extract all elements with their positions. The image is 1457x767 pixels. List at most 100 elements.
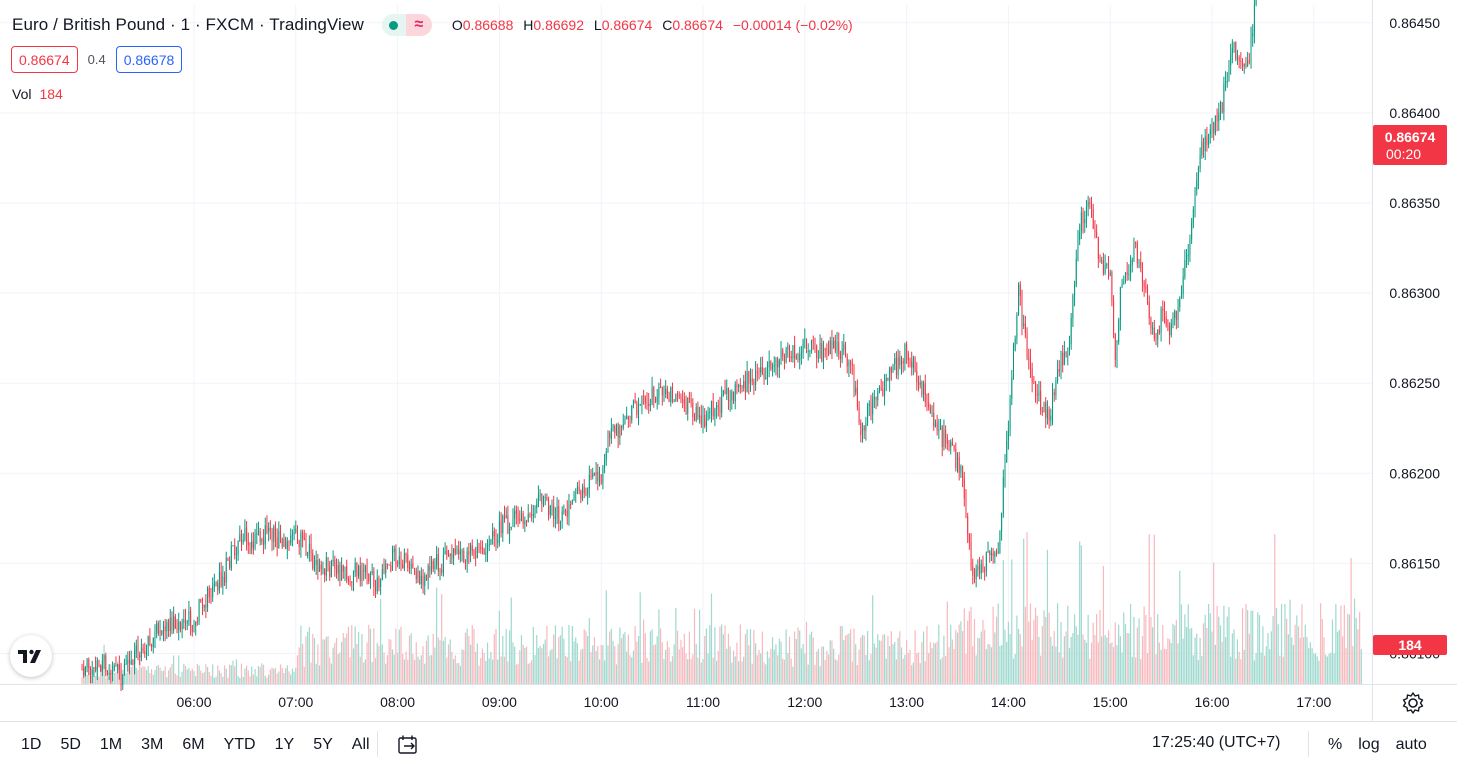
candle-body [1255, 0, 1257, 5]
candle-body [643, 395, 645, 397]
range-1y-button[interactable]: 1Y [274, 736, 295, 753]
range-5y-button[interactable]: 5Y [313, 736, 333, 753]
candle-body [1087, 202, 1089, 207]
candle-body [1011, 377, 1013, 399]
candle-body [1141, 267, 1143, 283]
candle-body [972, 566, 974, 576]
volume-bar [441, 594, 443, 684]
volume-bar [293, 671, 295, 684]
volume-bar [933, 642, 935, 684]
candle-body [215, 583, 217, 585]
volume-bar [1097, 642, 1099, 684]
symbol-title[interactable]: Euro / British Pound · 1 · FXCM · Tradin… [12, 15, 364, 34]
volume-bar [366, 642, 368, 684]
volume-bar [1177, 643, 1179, 684]
gear-icon[interactable] [1400, 690, 1426, 716]
candle-body [225, 557, 227, 583]
range-6m-button[interactable]: 6M [182, 736, 205, 753]
candle-body [563, 510, 565, 512]
candle-body [358, 565, 360, 577]
range-1d-button[interactable]: 1D [21, 736, 42, 753]
volume-bar [619, 627, 621, 684]
volume-bar [264, 675, 266, 684]
candle-body [940, 426, 942, 430]
candle-body [178, 621, 180, 631]
volume-bar [335, 638, 338, 684]
volume-bar [659, 628, 662, 684]
candle-body [945, 429, 947, 439]
volume-bar [977, 637, 979, 684]
candle-body [933, 412, 935, 427]
volume-bar [1102, 565, 1105, 684]
candle-body [337, 565, 339, 574]
volume-bar [1287, 634, 1289, 684]
candle-body [861, 426, 863, 435]
candle-body [1106, 263, 1108, 266]
candle-body [1177, 306, 1179, 320]
candle-body [281, 538, 283, 547]
volume-bar [1023, 538, 1025, 684]
percent-scale-button[interactable]: % [1328, 736, 1343, 753]
volume-bar [115, 672, 117, 684]
range-ytd-button[interactable]: YTD [223, 736, 256, 753]
auto-scale-button[interactable]: auto [1395, 736, 1427, 753]
buy-button[interactable]: 0.86678 [115, 46, 183, 73]
volume-bar [722, 634, 724, 684]
candle-body [1143, 282, 1145, 287]
range-all-button[interactable]: All [351, 736, 370, 753]
market-status[interactable]: ≈ [381, 14, 432, 36]
volume-legend[interactable]: Vol 184 [12, 86, 63, 102]
volume-bar [990, 647, 993, 684]
candle-body [878, 387, 880, 392]
range-5d-button[interactable]: 5D [60, 736, 81, 753]
timezone-clock[interactable]: 17:25:40 (UTC+7) [1152, 734, 1281, 751]
candle-body [787, 346, 789, 350]
candle-body [943, 429, 945, 447]
volume-bar [704, 636, 706, 684]
volume-bar [223, 665, 226, 684]
candle-body [174, 616, 176, 629]
volume-bar [1311, 648, 1313, 684]
go-to-date-icon[interactable] [395, 732, 421, 758]
range-1m-button[interactable]: 1M [99, 736, 123, 753]
candle-body [636, 403, 638, 415]
volume-bar [493, 634, 495, 684]
sell-button[interactable]: 0.86674 [11, 46, 78, 73]
candle-body [291, 534, 293, 536]
candle-body [1001, 512, 1003, 532]
candle-body [417, 570, 419, 579]
candle-body [168, 622, 170, 632]
candle-body [638, 405, 640, 415]
volume-bar [391, 649, 394, 684]
volume-bar [868, 660, 870, 684]
volume-bar [978, 638, 981, 684]
tradingview-logo-icon[interactable] [10, 635, 52, 677]
candle-body [336, 568, 338, 574]
candle-body [1018, 284, 1020, 315]
candle-body [683, 399, 685, 404]
volume-value: 184 [39, 86, 63, 102]
candle-body [125, 663, 127, 665]
candle-body [843, 344, 845, 351]
candle-body [1004, 462, 1006, 478]
approx-wave-icon[interactable]: ≈ [405, 14, 432, 36]
candle-body [765, 377, 767, 379]
candle-body [850, 361, 852, 364]
volume-bar [1094, 634, 1096, 684]
volume-bar [773, 649, 775, 684]
range-3m-button[interactable]: 3M [141, 736, 164, 753]
candle-body [870, 403, 872, 415]
volume-bar [551, 648, 553, 684]
candle-body [941, 426, 943, 447]
time-tick-label: 09:00 [482, 694, 517, 710]
volume-bar [1001, 645, 1003, 684]
volume-bar [279, 664, 282, 684]
candle-body [346, 566, 348, 580]
log-scale-button[interactable]: log [1358, 736, 1380, 753]
volume-bar [186, 669, 188, 684]
market-open-dot-icon[interactable] [381, 14, 406, 36]
symbol-legend[interactable]: Euro / British Pound · 1 · FXCM · Tradin… [12, 13, 853, 37]
candle-body [627, 416, 629, 420]
